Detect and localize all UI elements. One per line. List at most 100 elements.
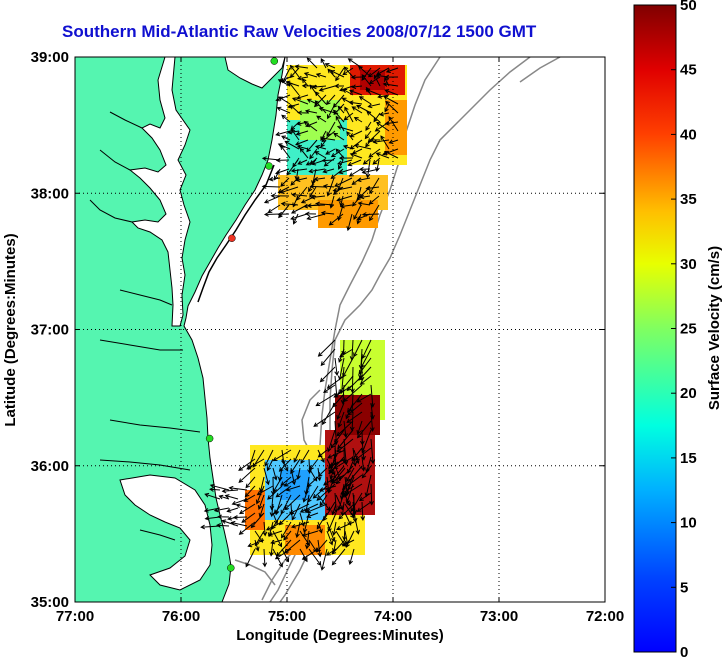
y-tick-label: 37:00 xyxy=(31,322,69,339)
velocity-arrow xyxy=(286,159,299,176)
velocity-arrow xyxy=(308,177,317,193)
velocity-arrow xyxy=(336,125,354,132)
velocity-arrow xyxy=(327,512,337,533)
velocity-arrow xyxy=(339,195,344,207)
velocity-arrow xyxy=(306,203,326,208)
velocity-arrow xyxy=(332,186,353,193)
velocity-arrow xyxy=(355,447,372,461)
velocity-arrow xyxy=(296,94,309,100)
velocity-arrow xyxy=(366,110,381,123)
velocity-arrow xyxy=(306,213,326,221)
velocity-arrow xyxy=(330,429,345,449)
velocity-arrow xyxy=(308,168,326,174)
velocity-arrow xyxy=(301,548,319,560)
x-tick-label: 73:00 xyxy=(480,608,518,625)
velocity-arrow xyxy=(346,467,355,483)
velocity-arrow xyxy=(320,548,328,571)
velocity-arrow xyxy=(367,130,381,143)
velocity-arrow xyxy=(275,130,291,137)
velocity-arrow xyxy=(313,411,336,427)
velocity-arrow xyxy=(281,548,290,563)
velocity-arrow xyxy=(247,539,265,548)
velocity-vectors xyxy=(200,57,399,571)
velocity-arrow xyxy=(299,147,309,159)
velocity-arrow xyxy=(278,96,291,105)
velocity-arrow xyxy=(385,67,399,73)
velocity-arrow xyxy=(344,465,363,487)
velocity-arrow xyxy=(361,429,372,454)
velocity-arrow xyxy=(283,539,301,554)
velocity-arrow xyxy=(217,514,230,520)
velocity-arrow xyxy=(266,458,274,472)
velocity-arrow xyxy=(372,139,390,145)
velocity-arrow xyxy=(268,176,281,182)
velocity-arrow xyxy=(273,503,283,515)
velocity-arrow xyxy=(361,212,380,217)
velocity-arrow xyxy=(280,476,292,486)
velocity-arrow xyxy=(291,192,308,198)
velocity-arrow xyxy=(361,465,372,479)
colorbar-tick-label: 25 xyxy=(680,321,697,338)
velocity-arrow xyxy=(314,100,327,114)
velocity-arrow xyxy=(365,88,381,96)
velocity-arrow xyxy=(264,449,274,467)
velocity-arrow xyxy=(350,74,363,80)
y-tick-label: 39:00 xyxy=(31,49,69,66)
velocity-arrow xyxy=(353,339,363,358)
velocity-arrow xyxy=(348,548,355,566)
colorbar-tick-label: 45 xyxy=(680,62,697,79)
colorbar-tick-label: 30 xyxy=(680,256,697,273)
velocity-arrow xyxy=(357,186,362,199)
velocity-arrow xyxy=(346,411,363,423)
velocity-arrow xyxy=(348,100,363,106)
velocity-arrow xyxy=(343,112,354,121)
velocity-arrow xyxy=(301,78,309,87)
velocity-arrow xyxy=(285,485,301,492)
colorbar-tick-label: 5 xyxy=(680,579,688,596)
colorbar-tick-label: 35 xyxy=(680,191,697,208)
velocity-arrow xyxy=(316,512,328,530)
velocity-arrow xyxy=(231,498,248,506)
velocity-arrow xyxy=(246,458,265,470)
velocity-arrow xyxy=(295,139,309,146)
velocity-arrow xyxy=(356,393,372,403)
velocity-arrow xyxy=(369,177,380,195)
velocity-arrow xyxy=(326,530,334,546)
velocity-arrow xyxy=(297,159,308,165)
velocity-arrow xyxy=(290,213,308,221)
y-tick-label: 38:00 xyxy=(31,185,69,202)
velocity-arrow xyxy=(306,512,319,519)
velocity-arrow xyxy=(238,467,256,484)
velocity-arrow xyxy=(384,89,399,96)
velocity-arrow xyxy=(336,521,355,531)
velocity-arrow xyxy=(250,512,265,529)
velocity-arrow xyxy=(235,503,248,509)
velocity-arrow xyxy=(350,366,355,394)
velocity-arrow xyxy=(316,483,336,501)
velocity-arrow xyxy=(292,213,299,225)
velocity-arrow xyxy=(317,449,328,458)
velocity-arrow xyxy=(325,94,336,106)
velocity-arrow xyxy=(344,512,352,526)
velocity-arrow xyxy=(226,507,239,513)
velocity-arrow xyxy=(204,515,221,521)
station-marker xyxy=(205,434,214,443)
velocity-arrow xyxy=(319,494,328,507)
velocity-arrow xyxy=(383,95,399,105)
x-tick-label: 77:00 xyxy=(56,608,94,625)
velocity-arrow xyxy=(278,512,292,526)
velocity-arrow xyxy=(327,449,346,459)
velocity-arrow xyxy=(360,456,366,472)
velocity-arrow xyxy=(339,348,354,358)
velocity-arrow xyxy=(342,89,354,96)
velocity-arrow xyxy=(290,177,299,186)
velocity-arrow xyxy=(361,168,380,175)
velocity-arrow xyxy=(263,195,281,204)
velocity-arrow xyxy=(351,84,363,90)
velocity-arrow xyxy=(345,483,354,505)
velocity-arrow xyxy=(353,449,360,465)
velocity-arrow xyxy=(325,548,337,556)
velocity-arrow xyxy=(353,116,363,123)
velocity-arrow xyxy=(352,501,358,523)
velocity-arrow xyxy=(239,503,256,515)
